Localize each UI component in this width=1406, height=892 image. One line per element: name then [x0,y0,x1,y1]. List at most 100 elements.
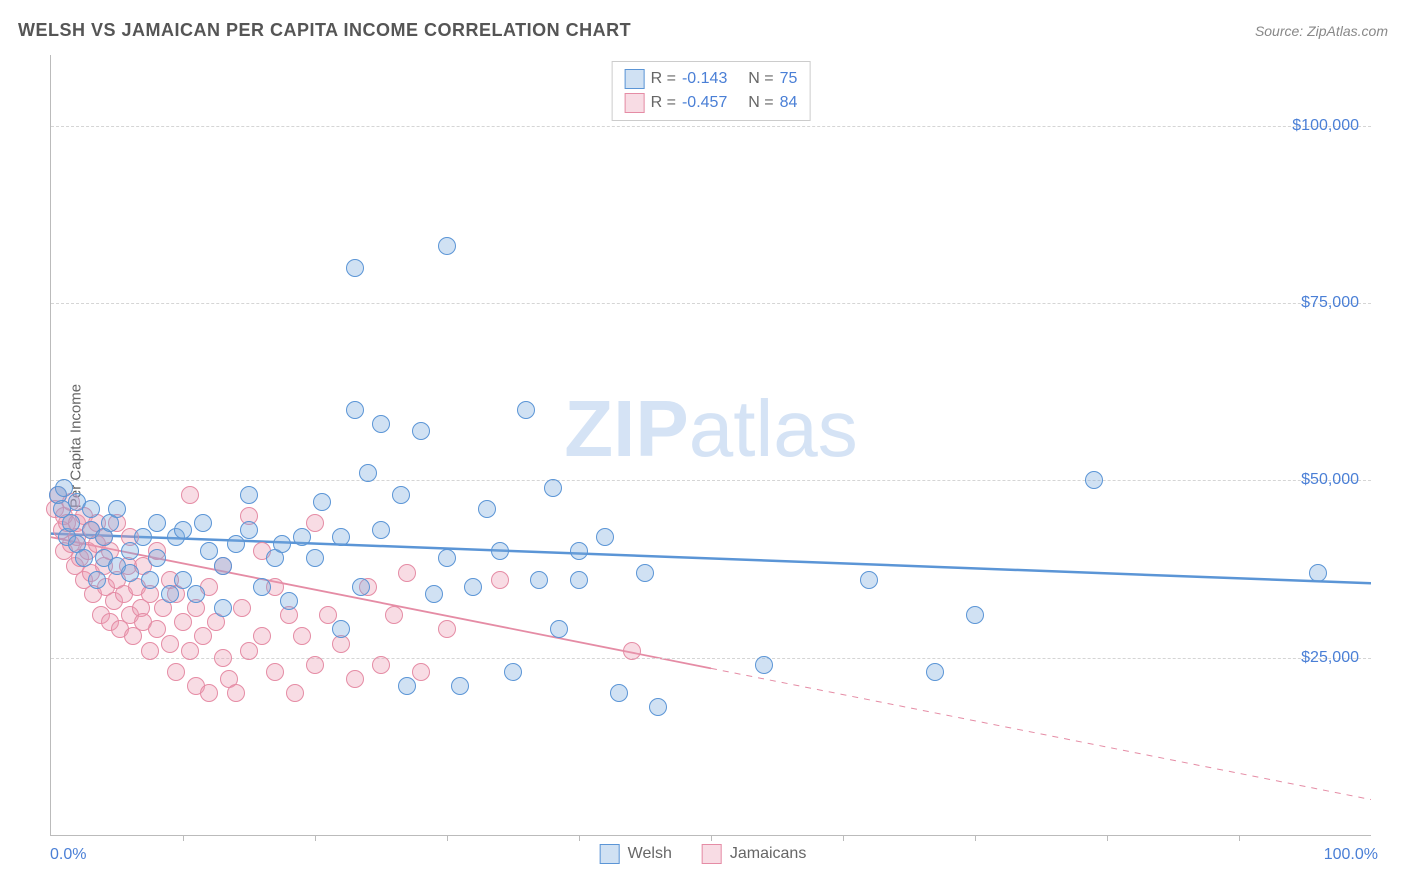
data-point [214,557,232,575]
data-point [293,528,311,546]
data-point [273,535,291,553]
data-point [187,585,205,603]
data-point [240,521,258,539]
gridline [51,303,1371,304]
legend-stats-row-jamaican: R = -0.457 N = 84 [625,91,798,115]
data-point [398,677,416,695]
data-point [62,514,80,532]
data-point [141,642,159,660]
data-point [121,542,139,560]
data-point [332,620,350,638]
data-point [200,542,218,560]
y-tick-label: $75,000 [1301,294,1359,312]
y-tick-label: $25,000 [1301,649,1359,667]
data-point [88,571,106,589]
data-point [926,663,944,681]
data-point [108,500,126,518]
gridline [51,126,1371,127]
data-point [332,528,350,546]
swatch-jamaican [625,93,645,113]
source-label: Source: ZipAtlas.com [1255,23,1388,39]
data-point [227,684,245,702]
gridline [51,480,1371,481]
data-point [148,549,166,567]
x-tick [711,835,712,841]
data-point [174,521,192,539]
data-point [504,663,522,681]
data-point [412,422,430,440]
data-point [372,415,390,433]
data-point [649,698,667,716]
data-point [570,571,588,589]
data-point [319,606,337,624]
data-point [352,578,370,596]
data-point [966,606,984,624]
data-point [346,670,364,688]
data-point [181,642,199,660]
data-point [227,535,245,553]
data-point [755,656,773,674]
data-point [451,677,469,695]
data-point [293,627,311,645]
data-point [636,564,654,582]
data-point [478,500,496,518]
data-point [167,663,185,681]
data-point [240,486,258,504]
data-point [121,564,139,582]
data-point [1309,564,1327,582]
data-point [55,479,73,497]
data-point [623,642,641,660]
x-tick [579,835,580,841]
x-axis-max-label: 100.0% [1324,846,1378,864]
legend-stats-row-welsh: R = -0.143 N = 75 [625,67,798,91]
trendlines [51,55,1371,835]
data-point [385,606,403,624]
data-point [194,627,212,645]
x-tick [183,835,184,841]
data-point [174,571,192,589]
data-point [280,592,298,610]
x-tick [843,835,844,841]
data-point [75,549,93,567]
data-point [464,578,482,596]
swatch-jamaican-icon [702,844,722,864]
x-tick [447,835,448,841]
data-point [491,571,509,589]
data-point [194,514,212,532]
data-point [306,514,324,532]
data-point [240,642,258,660]
data-point [372,656,390,674]
data-point [174,613,192,631]
data-point [233,599,251,617]
data-point [412,663,430,681]
data-point [134,528,152,546]
data-point [372,521,390,539]
legend-item-welsh: Welsh [600,844,672,864]
data-point [517,401,535,419]
y-tick-label: $50,000 [1301,471,1359,489]
legend-stats: R = -0.143 N = 75 R = -0.457 N = 84 [612,61,811,121]
legend-series: Welsh Jamaicans [600,844,807,864]
data-point [214,649,232,667]
data-point [530,571,548,589]
data-point [438,237,456,255]
x-tick [1239,835,1240,841]
data-point [398,564,416,582]
x-tick [315,835,316,841]
data-point [346,259,364,277]
data-point [438,620,456,638]
data-point [214,599,232,617]
data-point [253,627,271,645]
data-point [1085,471,1103,489]
data-point [610,684,628,702]
data-point [438,549,456,567]
data-point [425,585,443,603]
data-point [544,479,562,497]
data-point [148,620,166,638]
y-tick-label: $100,000 [1292,117,1359,135]
data-point [306,549,324,567]
data-point [359,464,377,482]
data-point [306,656,324,674]
data-point [161,635,179,653]
scatter-chart: ZIPatlas R = -0.143 N = 75 R = -0.457 N … [50,55,1371,836]
